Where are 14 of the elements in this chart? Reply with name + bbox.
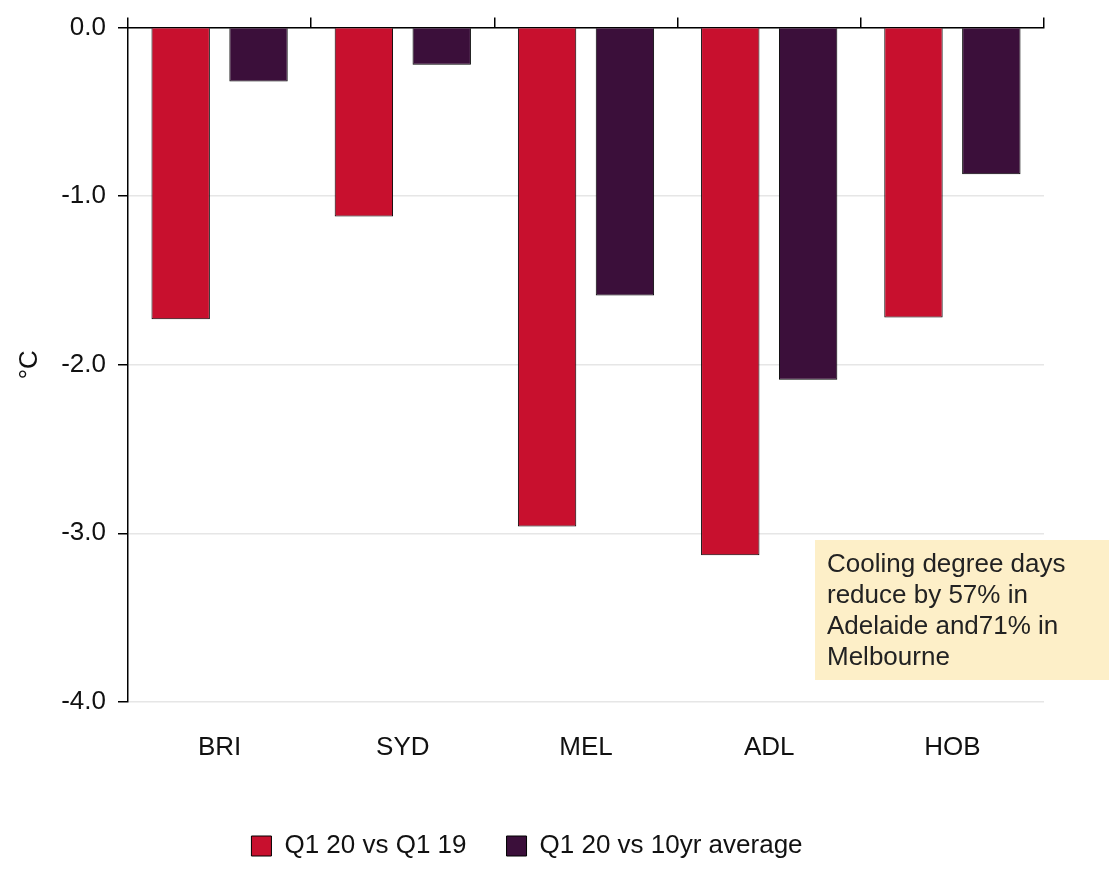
x-tick-label: SYD <box>376 730 430 761</box>
legend-label: Q1 20 vs 10yr average <box>539 829 803 860</box>
y-tick-label: -2.0 <box>61 347 106 378</box>
y-axis-title: °C <box>12 350 43 380</box>
annotation: Cooling degree days reduce by 57% in Adelaide and71% in Melbourne <box>815 540 1109 680</box>
x-tick-label: ADL <box>743 730 795 761</box>
y-tick-label: 0.0 <box>69 10 106 41</box>
y-tick-label: -1.0 <box>61 179 106 210</box>
x-tick-label: HOB <box>924 730 981 761</box>
x-tick-label: MEL <box>559 730 613 761</box>
legend-label: Q1 20 vs Q1 19 <box>284 829 467 860</box>
x-tick-label: BRI <box>197 730 242 761</box>
y-tick-label: -4.0 <box>61 684 106 715</box>
y-tick-label: -3.0 <box>61 516 106 547</box>
